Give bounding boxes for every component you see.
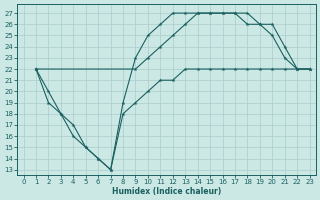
X-axis label: Humidex (Indice chaleur): Humidex (Indice chaleur) xyxy=(112,187,221,196)
